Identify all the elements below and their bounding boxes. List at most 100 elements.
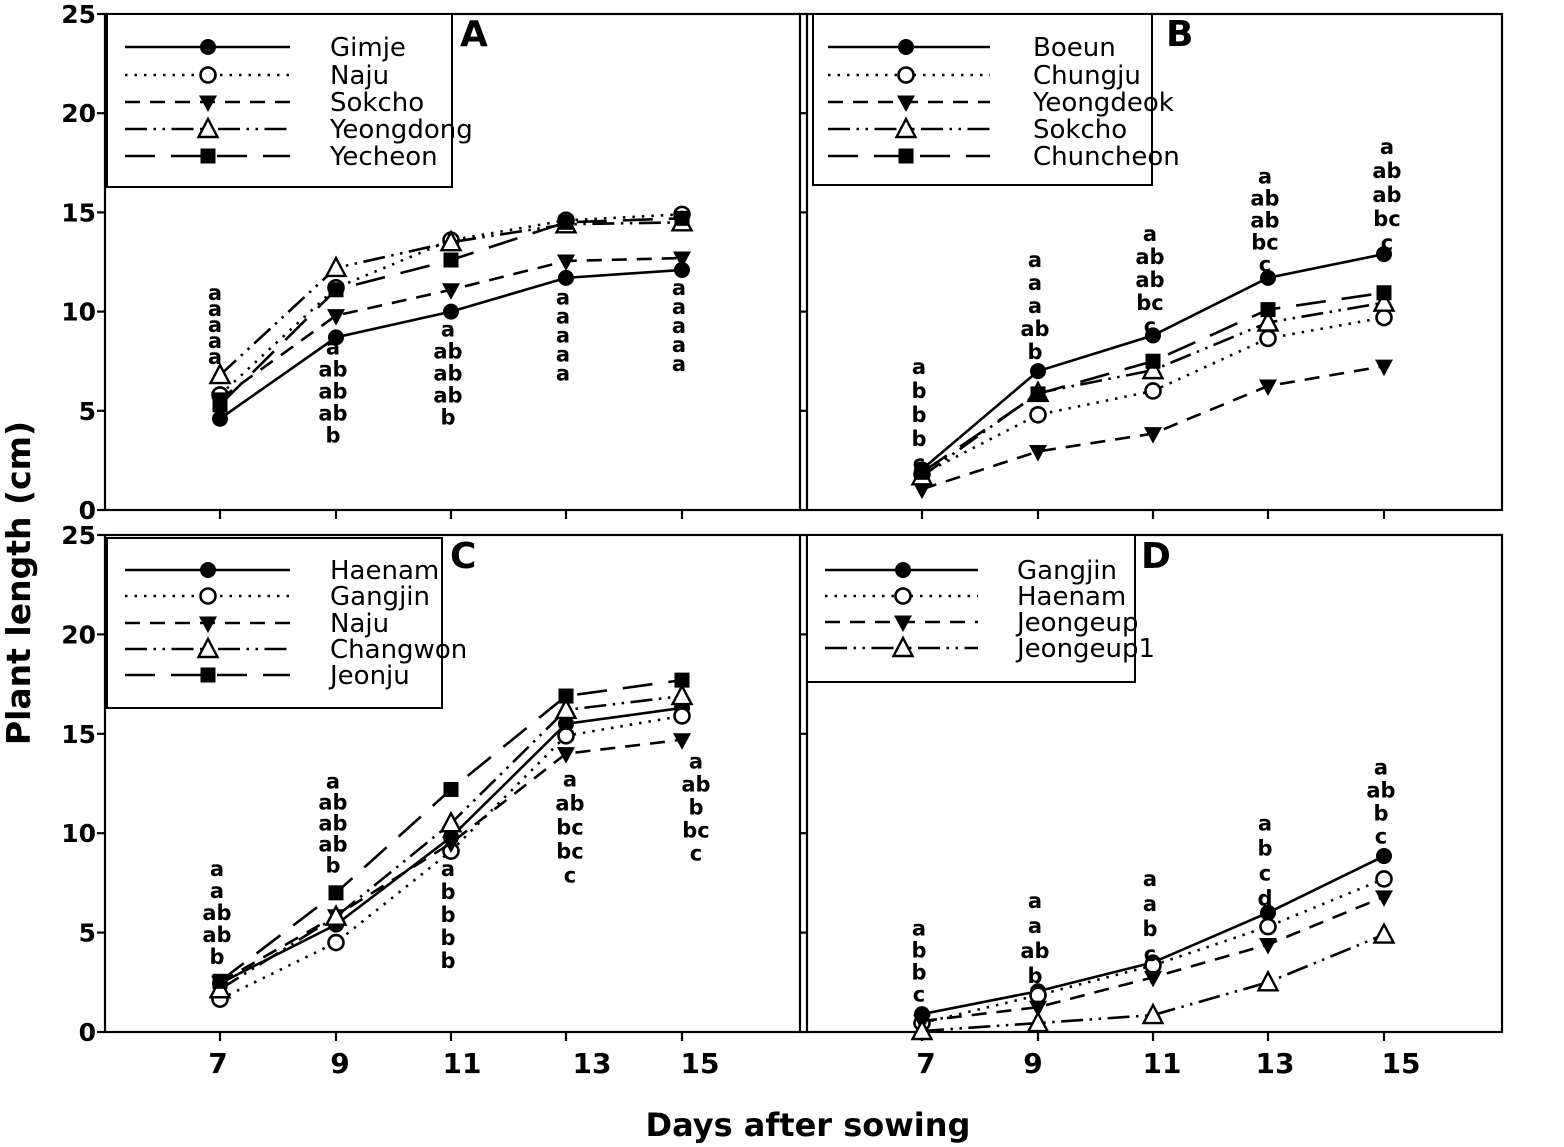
legend-item-gangjin: Gangjin — [125, 582, 430, 612]
sig-letter: c — [690, 842, 702, 866]
marker-square-filled-yecheon — [328, 282, 344, 298]
sig-letter: a — [1374, 756, 1388, 780]
legend-item-yecheon: Yecheon — [125, 142, 438, 172]
legend-marker-square-filled — [898, 148, 914, 164]
x-tick-label: 13 — [573, 1047, 612, 1080]
sig-letter: a — [912, 355, 926, 379]
sig-letter: ab — [1372, 159, 1401, 183]
sig-letter: ab — [202, 923, 231, 947]
sig-letter: ab — [1020, 939, 1049, 963]
legend-box — [106, 13, 453, 188]
sig-letter: a — [672, 276, 686, 300]
marker-circle-filled-gangjin — [1376, 848, 1392, 865]
sig-letter: b — [1027, 964, 1042, 988]
marker-circle-filled-gangjin — [1260, 904, 1276, 921]
sig-letter: b — [440, 949, 455, 973]
marker-square-filled-jeonju — [674, 672, 690, 688]
sig-letter: a — [1143, 892, 1157, 916]
sig-letter: ab — [1020, 317, 1049, 341]
marker-square-filled-chuncheon — [1030, 386, 1046, 402]
sig-letter: b — [1027, 340, 1042, 364]
marker-square-filled-jeonju — [443, 781, 459, 797]
legend-marker-circle-filled — [898, 39, 914, 55]
marker-circle-open-chungju — [1029, 405, 1047, 424]
y-tick-label: 0 — [79, 1018, 96, 1047]
sig-letter: a — [1028, 271, 1042, 295]
sig-letter: a — [1028, 889, 1042, 913]
marker-triangle-open-changwon — [439, 810, 463, 833]
legend-label: Gimje — [330, 33, 406, 63]
sig-letter: bc — [1373, 207, 1400, 231]
marker-triangle-open-sokcho — [1141, 357, 1165, 380]
sig-letter: ab — [433, 339, 462, 363]
legend-item-yeongdong: Yeongdong — [125, 115, 473, 145]
sig-letter: ab — [1366, 779, 1395, 803]
x-tick-label: 11 — [443, 1047, 482, 1080]
panel-frame-C — [103, 533, 802, 1034]
sig-letter: c — [913, 983, 925, 1007]
sig-letter: a — [208, 297, 222, 321]
legend-item-gimje: Gimje — [125, 33, 406, 63]
sig-letter: b — [911, 379, 926, 403]
marker-square-filled-chuncheon — [1145, 353, 1161, 369]
marker-triangle-open-changwon — [554, 697, 578, 720]
sig-letter: c — [1144, 942, 1156, 966]
sig-letter: a — [208, 329, 222, 353]
marker-circle-open-gangjin — [557, 726, 575, 745]
legend-item-gangjin: Gangjin — [825, 556, 1117, 586]
legend-marker-circle-filled — [200, 39, 216, 55]
sig-letter: a — [1028, 248, 1042, 272]
marker-square-filled-yecheon — [558, 214, 574, 230]
sig-letter: b — [440, 903, 455, 927]
x-tick-label: 15 — [681, 1047, 720, 1080]
x-tick-label: 13 — [1256, 1047, 1295, 1080]
series-line-naju — [219, 213, 683, 396]
sig-letter: ab — [318, 357, 347, 381]
sig-letter: b — [440, 880, 455, 904]
sig-letter: ab — [555, 792, 584, 816]
legend-item-changwon: Changwon — [125, 635, 467, 665]
sig-letter: a — [556, 343, 570, 367]
marker-triangle-open-jeongeup1 — [1256, 969, 1280, 992]
sig-letter: a — [326, 770, 340, 794]
series-line-jeongeup1 — [921, 933, 1385, 1033]
sig-letter: a — [912, 917, 926, 941]
series-line-yeongdong — [219, 221, 683, 377]
legend-item-jeongeup1: Jeongeup1 — [825, 634, 1155, 664]
sig-letter: bc — [556, 840, 583, 864]
sig-letter: bc — [556, 816, 583, 840]
sig-letter: a — [208, 281, 222, 305]
sig-letter: a — [441, 317, 455, 341]
y-axis-title: Plant length (cm) — [0, 421, 38, 745]
sig-letter: a — [556, 324, 570, 348]
panel-label-C: C — [450, 536, 476, 577]
sig-letter: a — [1258, 811, 1272, 835]
sig-letter: ab — [202, 901, 231, 925]
legend-marker-circle-open — [199, 66, 217, 84]
marker-circle-open-chungju — [1259, 329, 1277, 348]
sig-letter: a — [563, 768, 577, 792]
x-tick-label: 15 — [1382, 1047, 1421, 1080]
sig-letter: d — [1257, 886, 1272, 910]
sig-letter: a — [1380, 135, 1394, 159]
legend-label: Yeongdong — [329, 115, 473, 145]
marker-triangle-down-filled-sokcho — [327, 309, 345, 326]
marker-triangle-open-sokcho — [1256, 309, 1280, 332]
sig-letter: a — [672, 352, 686, 376]
sig-letter: b — [440, 926, 455, 950]
sig-letter: a — [1143, 222, 1157, 246]
panel-label-A: A — [460, 14, 488, 55]
sig-letter: a — [1258, 165, 1272, 189]
marker-triangle-down-filled-sokcho — [557, 254, 575, 272]
sig-letter: bc — [682, 819, 709, 843]
legend-marker-triangle-open — [196, 116, 220, 139]
marker-triangle-down-filled-jeongeup — [1144, 970, 1162, 988]
marker-circle-open-haenam — [1375, 870, 1393, 888]
sig-letter: ab — [318, 379, 347, 403]
sig-letter: ab — [318, 812, 347, 836]
panel-B: abbbcaaaabbaababbccaababbccaababbccBoeun… — [799, 12, 1504, 519]
sig-letter: b — [911, 939, 926, 963]
marker-triangle-open-yeongdong — [324, 255, 348, 278]
marker-circle-filled-boeun — [1145, 327, 1161, 344]
